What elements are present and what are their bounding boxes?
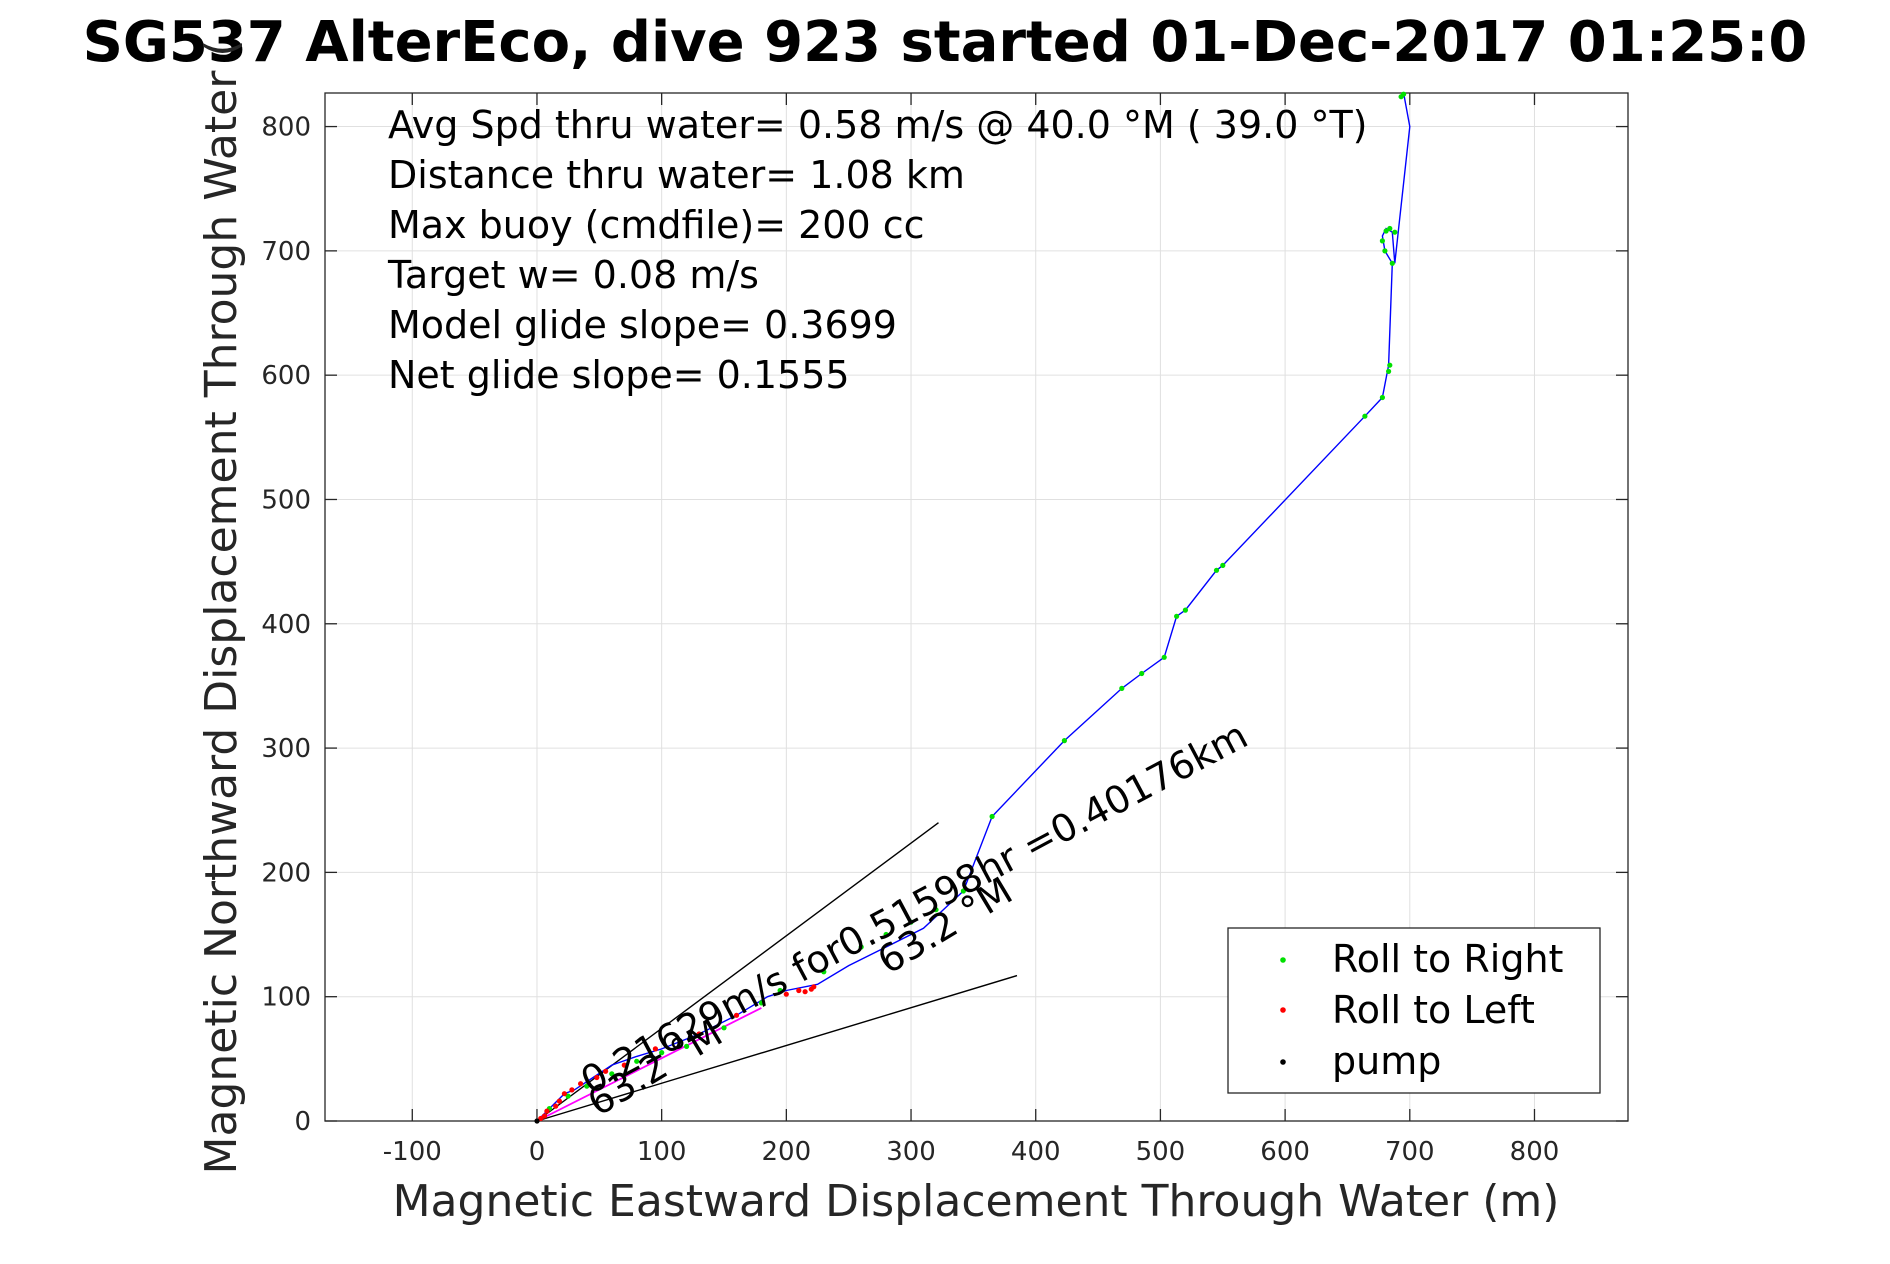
annotation-target-w: Target w= 0.08 m/s bbox=[387, 253, 759, 297]
x-tick-label: 100 bbox=[637, 1137, 687, 1167]
roll-to-right-point bbox=[1379, 394, 1385, 401]
x-tick-label: 600 bbox=[1260, 1137, 1310, 1167]
roll-to-left-point bbox=[621, 1062, 627, 1068]
legend-label-roll-right: Roll to Right bbox=[1332, 937, 1563, 981]
y-tick-label: 300 bbox=[261, 734, 311, 764]
stats-annotation: Avg Spd thru water= 0.58 m/s @ 40.0 °M (… bbox=[387, 103, 1368, 397]
roll-to-right-point bbox=[1139, 670, 1145, 677]
annotation-avg-speed: Avg Spd thru water= 0.58 m/s @ 40.0 °M (… bbox=[388, 103, 1368, 147]
legend: Roll to Right Roll to Left pump bbox=[1227, 927, 1601, 1094]
roll-to-right-point bbox=[609, 1071, 615, 1077]
roll-to-right-point bbox=[1386, 368, 1392, 374]
legend-marker-roll-left bbox=[1280, 1007, 1286, 1013]
roll-to-left-point bbox=[544, 1108, 550, 1114]
y-tick-label: 600 bbox=[261, 361, 311, 391]
x-tick-label: 800 bbox=[1510, 1137, 1560, 1167]
y-tick-label: 800 bbox=[261, 113, 311, 143]
roll-to-left-point bbox=[783, 991, 789, 997]
point-layer bbox=[534, 91, 1407, 1124]
roll-to-right-point bbox=[821, 969, 827, 975]
roll-to-right-point bbox=[1387, 362, 1393, 368]
roll-to-left-point bbox=[561, 1091, 568, 1097]
x-tick-label: 700 bbox=[1385, 1137, 1435, 1167]
roll-to-right-point bbox=[1383, 228, 1389, 234]
roll-to-left-point bbox=[811, 984, 817, 990]
roll-to-right-point bbox=[1392, 229, 1398, 235]
roll-to-right-point bbox=[659, 1050, 665, 1056]
x-axis-label: Magnetic Eastward Displacement Through W… bbox=[393, 1176, 1560, 1227]
roll-to-left-point bbox=[796, 987, 802, 994]
roll-to-left-point bbox=[538, 1115, 544, 1122]
chart-title: SG537 AlterEco, dive 923 started 01-Dec-… bbox=[83, 10, 1808, 75]
legend-label-pump: pump bbox=[1332, 1039, 1441, 1083]
legend-marker-roll-right bbox=[1280, 957, 1286, 963]
roll-to-right-point bbox=[1382, 248, 1388, 254]
roll-to-right-point bbox=[858, 944, 864, 950]
roll-to-right-point bbox=[933, 907, 939, 913]
roll-to-right-point bbox=[565, 1093, 571, 1099]
annotation-model-glide: Model glide slope= 0.3699 bbox=[388, 303, 897, 347]
roll-to-right-point bbox=[1213, 567, 1220, 573]
y-tick-label: 500 bbox=[261, 485, 311, 515]
roll-to-right-point bbox=[721, 1025, 727, 1031]
y-tick-label: 0 bbox=[294, 1107, 311, 1137]
roll-to-right-point bbox=[1362, 413, 1368, 419]
x-tick-label: 400 bbox=[1011, 1137, 1061, 1167]
roll-to-left-point bbox=[733, 1012, 740, 1018]
legend-box bbox=[1227, 927, 1601, 1094]
roll-to-right-point bbox=[1387, 225, 1393, 232]
roll-to-right-point bbox=[684, 1043, 690, 1049]
annotation-max-buoy: Max buoy (cmdfile)= 200 cc bbox=[388, 203, 925, 247]
roll-to-right-point bbox=[1182, 607, 1188, 613]
x-tick-label: -100 bbox=[383, 1137, 442, 1167]
y-tick-label: 200 bbox=[261, 858, 311, 888]
x-tick-label: 300 bbox=[886, 1137, 936, 1167]
annotation-distance: Distance thru water= 1.08 km bbox=[388, 153, 965, 197]
roll-to-left-point bbox=[696, 1031, 702, 1037]
y-tick-label: 400 bbox=[261, 610, 311, 640]
roll-to-left-point bbox=[569, 1087, 575, 1093]
roll-to-right-point bbox=[1119, 685, 1125, 692]
roll-to-right-point bbox=[777, 987, 783, 994]
tick-layer: -100 0 100 200 300 400 500 600 700 800 0 100 200 300 4… bbox=[261, 93, 1628, 1167]
roll-to-right-point bbox=[1161, 654, 1167, 660]
x-tick-label: 500 bbox=[1136, 1137, 1186, 1167]
roll-to-right-point bbox=[1379, 238, 1385, 244]
roll-to-right-point bbox=[1401, 91, 1407, 97]
roll-to-left-point bbox=[594, 1074, 600, 1081]
roll-to-right-point bbox=[908, 919, 914, 925]
roll-to-right-point bbox=[1389, 260, 1395, 266]
roll-to-right-point bbox=[960, 888, 967, 894]
legend-label-roll-left: Roll to Left bbox=[1332, 988, 1535, 1032]
y-tick-label: 700 bbox=[261, 237, 311, 267]
roll-to-left-point bbox=[556, 1098, 563, 1104]
x-tick-label: 0 bbox=[529, 1137, 546, 1167]
roll-to-left-point bbox=[578, 1081, 584, 1087]
pump-point bbox=[534, 1118, 540, 1124]
roll-to-right-point bbox=[989, 813, 995, 820]
roll-to-right-point bbox=[1061, 738, 1067, 744]
bearing-line bbox=[536, 974, 1018, 1122]
plot-frame bbox=[324, 92, 1629, 1122]
roll-to-left-point bbox=[553, 1103, 559, 1109]
roll-to-left-point bbox=[652, 1046, 659, 1052]
roll-to-right-point bbox=[634, 1058, 640, 1064]
roll-to-right-point bbox=[1220, 562, 1226, 569]
roll-to-left-point bbox=[603, 1068, 609, 1074]
roll-to-right-point bbox=[883, 931, 889, 938]
x-tick-label: 200 bbox=[762, 1137, 812, 1167]
roll-to-left-point bbox=[802, 989, 808, 995]
legend-marker-pump bbox=[1280, 1059, 1286, 1065]
y-tick-label: 100 bbox=[261, 983, 311, 1013]
roll-to-left-point bbox=[541, 1113, 548, 1119]
annotation-net-glide: Net glide slope= 0.1555 bbox=[388, 353, 850, 397]
roll-to-right-point bbox=[1174, 613, 1180, 619]
roll-to-right-point bbox=[758, 1000, 765, 1006]
y-axis-label: Magnetic Northward Displacement Through … bbox=[196, 40, 247, 1175]
roll-to-right-point bbox=[584, 1083, 590, 1089]
